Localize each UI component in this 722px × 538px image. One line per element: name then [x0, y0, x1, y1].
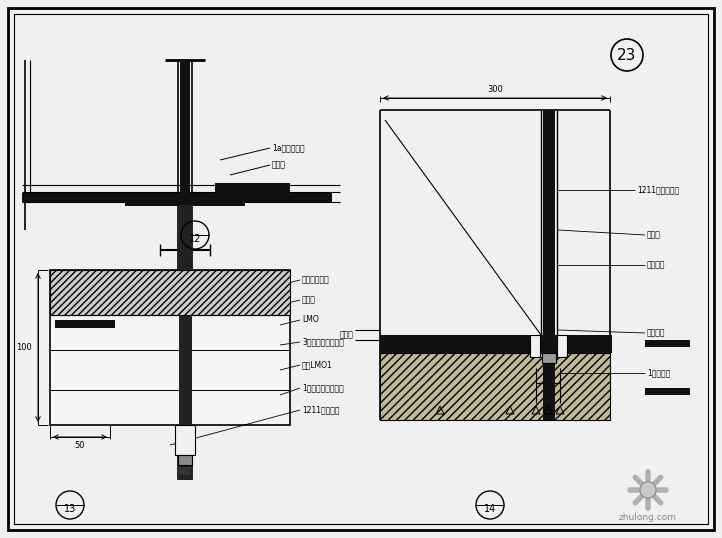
Bar	[645, 340, 690, 347]
Text: 1211明化嵌层: 1211明化嵌层	[302, 406, 339, 414]
Text: 浮洚剂填充物: 浮洚剂填充物	[302, 275, 330, 285]
Text: 13: 13	[64, 504, 76, 514]
Text: 墙体测: 墙体测	[272, 160, 286, 169]
Bar	[530, 335, 540, 357]
Bar	[22, 193, 332, 202]
Text: zhulong.com: zhulong.com	[619, 513, 677, 522]
Text: 1熱溶上夏包拉答柶: 1熱溶上夏包拉答柶	[302, 384, 344, 393]
Text: 1厘薄弹片: 1厘薄弹片	[647, 369, 670, 378]
Bar	[542, 353, 556, 363]
Bar	[543, 110, 555, 420]
Text: 14: 14	[484, 504, 496, 514]
Bar	[178, 455, 192, 465]
Text: 300: 300	[487, 86, 503, 95]
Text: LMO: LMO	[302, 315, 318, 324]
Text: 100: 100	[17, 343, 32, 351]
Bar	[180, 60, 190, 205]
Bar	[557, 335, 567, 357]
Text: 花窗台: 花窗台	[339, 330, 353, 339]
Bar	[175, 425, 195, 455]
Bar	[179, 467, 191, 475]
Bar	[645, 388, 690, 395]
Bar	[55, 320, 115, 328]
Bar	[380, 335, 612, 353]
Circle shape	[640, 482, 656, 498]
Text: 1211压明化嵌层: 1211压明化嵌层	[637, 186, 679, 195]
Text: 1a原地面材料: 1a原地面材料	[272, 144, 305, 152]
Text: 居巧水: 居巧水	[302, 295, 316, 305]
Text: 模板LMO1: 模板LMO1	[302, 360, 333, 370]
Bar	[125, 194, 245, 206]
Bar	[50, 270, 290, 425]
Text: 结构胶等: 结构胶等	[647, 260, 666, 270]
Polygon shape	[380, 353, 610, 420]
Text: 50: 50	[75, 441, 85, 450]
Text: 3厘不锈钙拉答枇柶: 3厘不锈钙拉答枇柶	[302, 337, 344, 346]
Polygon shape	[50, 270, 290, 315]
Text: 石材板: 石材板	[647, 230, 661, 239]
Bar	[215, 183, 290, 195]
Bar	[179, 205, 192, 480]
Text: 12: 12	[189, 234, 201, 244]
Text: 导熱皮板: 导熱皮板	[647, 329, 666, 337]
Text: 23: 23	[617, 47, 637, 62]
